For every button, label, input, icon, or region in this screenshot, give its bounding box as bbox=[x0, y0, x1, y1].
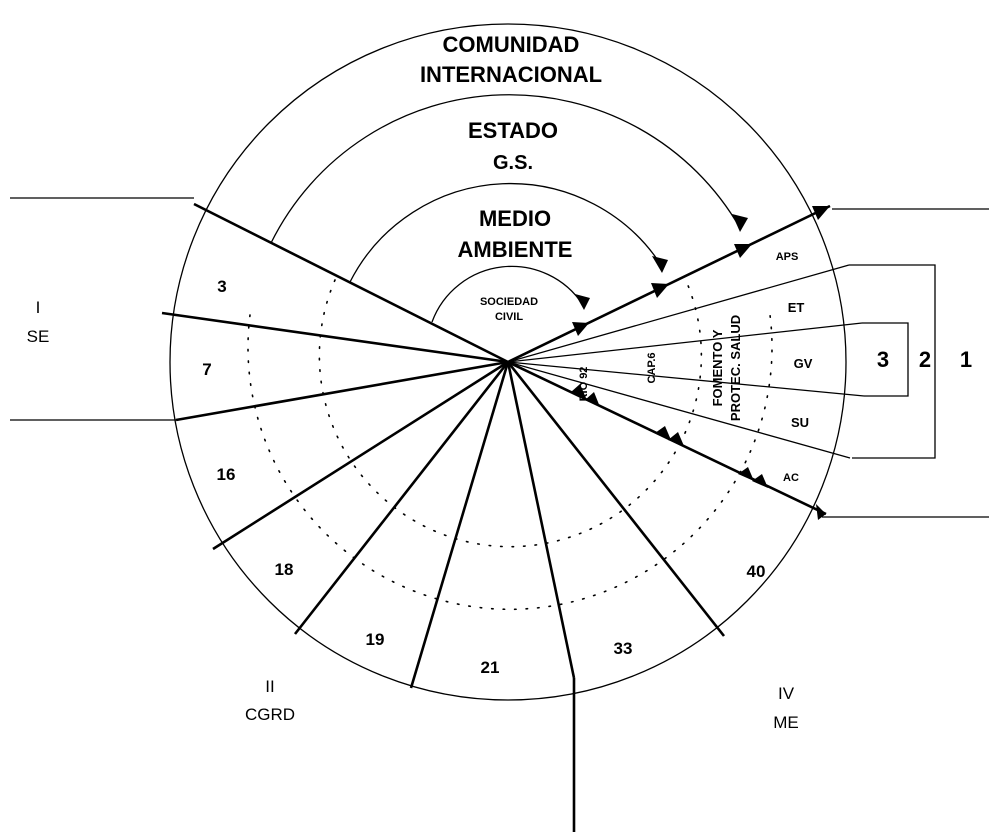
medio-label: MEDIO bbox=[479, 206, 551, 231]
group-ii-numeral: II bbox=[265, 677, 274, 696]
cap6-label: CAP.6 bbox=[646, 353, 658, 384]
sector-18: 18 bbox=[275, 560, 294, 579]
sector-gv: GV bbox=[794, 356, 813, 371]
lower-arrowheads bbox=[571, 384, 826, 520]
protec-salud-label: PROTEC. SALUD bbox=[728, 315, 743, 421]
sociedad-label: SOCIEDAD bbox=[480, 296, 538, 308]
sector-40: 40 bbox=[747, 562, 766, 581]
sector-spokes bbox=[161, 202, 726, 689]
medio-ambiente-arc bbox=[349, 182, 664, 283]
civil-label: CIVIL bbox=[495, 311, 523, 323]
sector-16: 16 bbox=[217, 465, 236, 484]
sector-aps: APS bbox=[776, 251, 799, 263]
sector-19: 19 bbox=[366, 630, 385, 649]
dotted-rings bbox=[247, 279, 773, 611]
estado-label: ESTADO bbox=[468, 118, 558, 143]
outer-circle bbox=[169, 23, 847, 701]
sociedad-civil-arc bbox=[431, 265, 584, 323]
estado-arc bbox=[270, 94, 741, 244]
group-iv-numeral: IV bbox=[778, 684, 795, 703]
right-spokes bbox=[507, 264, 865, 459]
outer-ring-label-2: INTERNACIONAL bbox=[420, 62, 602, 87]
sector-21: 21 bbox=[481, 658, 500, 677]
group-iv-code: ME bbox=[773, 713, 799, 732]
right-brackets bbox=[849, 264, 936, 459]
sector-3: 3 bbox=[217, 277, 226, 296]
bracket-1: 1 bbox=[960, 347, 972, 372]
bracket-2: 2 bbox=[919, 347, 931, 372]
sector-ac: AC bbox=[783, 472, 799, 484]
arc-arrowheads bbox=[575, 214, 748, 310]
sector-7: 7 bbox=[202, 360, 211, 379]
outer-ring-label-1: COMUNIDAD bbox=[443, 32, 580, 57]
sector-et: ET bbox=[788, 300, 805, 315]
rio-92-label: RIO 92 bbox=[578, 367, 590, 402]
fomento-label: FOMENTO Y bbox=[710, 329, 725, 406]
sector-33: 33 bbox=[614, 639, 633, 658]
group-ii-code: CGRD bbox=[245, 705, 295, 724]
gs-label: G.S. bbox=[493, 152, 533, 174]
group-i-code: SE bbox=[27, 327, 50, 346]
bracket-3: 3 bbox=[877, 347, 889, 372]
upper-arrowheads bbox=[572, 206, 830, 336]
sector-su: SU bbox=[791, 415, 809, 430]
group-i-numeral: I bbox=[36, 298, 41, 317]
ambiente-label: AMBIENTE bbox=[458, 237, 573, 262]
